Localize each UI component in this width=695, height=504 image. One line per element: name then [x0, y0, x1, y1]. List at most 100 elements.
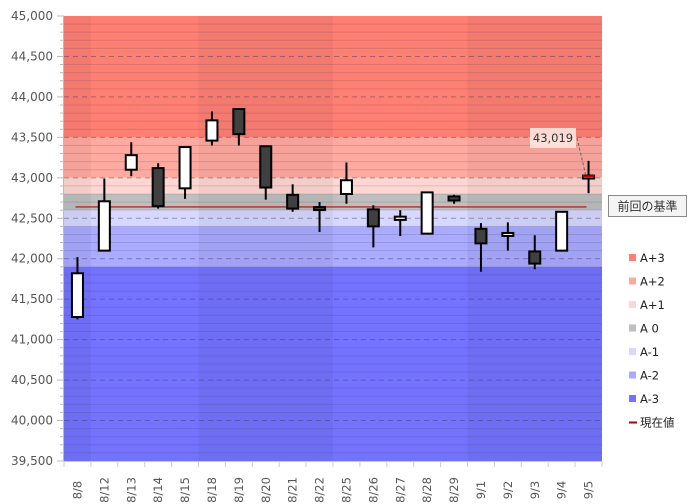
candle-body — [124, 154, 138, 171]
legend-label: 現在値 — [640, 416, 675, 430]
x-tick-label: 8/18 — [205, 477, 219, 503]
x-tick-label: 8/15 — [178, 477, 192, 503]
legend-label: A-1 — [640, 345, 659, 359]
legend-swatch — [629, 395, 636, 402]
legend-item: A 0 — [629, 322, 659, 336]
candle-body — [178, 146, 192, 190]
legend-swatch — [629, 277, 636, 285]
legend-item: 現在値 — [629, 416, 675, 430]
reference-label-frame — [608, 195, 687, 217]
candle — [70, 257, 84, 320]
legend-item: A+1 — [629, 298, 665, 312]
candle-body — [393, 215, 407, 221]
y-tick-label: 44,000 — [11, 90, 53, 104]
x-tick-label: 8/22 — [313, 477, 327, 503]
candle — [151, 163, 165, 209]
legend-swatch — [629, 301, 636, 308]
candle-body — [447, 195, 461, 202]
x-tick-label: 8/13 — [124, 477, 138, 503]
candle-body — [232, 108, 246, 136]
reference-label-box: 前回の基準 — [608, 195, 687, 217]
y-tick-label: 39,500 — [11, 454, 53, 468]
legend-item: A+2 — [629, 275, 665, 289]
legend-item: A-1 — [629, 345, 659, 359]
candle — [313, 202, 327, 233]
candle — [286, 184, 300, 212]
candle — [366, 205, 380, 248]
candle-body — [501, 231, 515, 237]
band-aminus1 — [64, 210, 602, 227]
candle — [420, 191, 434, 235]
candle — [528, 235, 542, 270]
legend-swatch — [629, 371, 636, 379]
y-tick-label: 41,000 — [11, 333, 53, 347]
candle-body — [97, 200, 111, 252]
x-tick-label: 8/8 — [70, 481, 84, 500]
legend-item: A-3 — [629, 392, 659, 406]
candle — [555, 210, 569, 252]
candle — [393, 210, 407, 237]
callout-leader-line — [576, 137, 587, 175]
candle — [339, 162, 353, 204]
x-tick-label: 8/27 — [393, 477, 407, 503]
candle-body — [151, 167, 165, 208]
legend-label: A-2 — [640, 369, 659, 383]
x-tick-label: 8/12 — [97, 477, 111, 503]
candle-body — [339, 179, 353, 195]
candle — [474, 223, 488, 272]
x-tick-label: 9/3 — [528, 481, 542, 500]
x-tick-label: 8/29 — [447, 477, 461, 503]
y-tick-label: 45,000 — [11, 9, 53, 23]
callout-box — [530, 128, 576, 148]
legend: A+3 A+2 A+1 A 0 A-1 A-2 A-3 現在値 — [629, 251, 675, 430]
y-tick-label: 44,500 — [11, 49, 53, 63]
y-tick-label: 42,000 — [11, 252, 53, 266]
candle-body — [555, 210, 569, 252]
last-value-callout: 43,019 — [530, 128, 587, 175]
x-tick-label: 8/21 — [286, 477, 300, 503]
legend-label: A 0 — [640, 322, 659, 336]
band-aminus3 — [64, 266, 602, 461]
candle — [582, 160, 596, 194]
candles-layer — [70, 108, 596, 320]
candle-body — [474, 227, 488, 245]
x-tick-label: 9/2 — [501, 481, 515, 500]
y-tick-label: 40,500 — [11, 373, 53, 387]
y-tick-label: 41,500 — [11, 292, 53, 306]
y-tick-label: 42,500 — [11, 211, 53, 225]
week-shade — [64, 16, 91, 461]
x-tick-label: 9/1 — [474, 481, 488, 500]
candle — [205, 111, 219, 146]
candle-body — [286, 193, 300, 210]
x-tick-label: 9/4 — [555, 481, 569, 500]
y-tick-label: 43,000 — [11, 171, 53, 185]
candle — [259, 145, 273, 200]
y-tick-label: 43,500 — [11, 130, 53, 144]
x-tick-label: 8/25 — [339, 477, 353, 503]
band-layer — [64, 16, 602, 461]
candle — [232, 108, 246, 146]
band-aplus3 — [64, 16, 602, 138]
legend-swatch — [629, 348, 636, 355]
last-value-label: 43,019 — [533, 131, 573, 145]
band-a0 — [64, 194, 602, 211]
band-aplus1 — [64, 177, 602, 194]
candle — [124, 142, 138, 177]
legend-item: A-2 — [629, 369, 659, 383]
legend-label: A-3 — [640, 392, 659, 406]
candle-body — [205, 119, 219, 142]
y-tick-label: 40,000 — [11, 414, 53, 428]
grid-layer — [64, 23, 602, 454]
x-tick-label: 8/28 — [420, 477, 434, 503]
reference-label: 前回の基準 — [617, 199, 677, 214]
legend-item: A+3 — [629, 251, 665, 265]
x-tick-label: 8/14 — [151, 477, 165, 503]
candle-body — [313, 206, 327, 212]
legend-swatch — [629, 254, 636, 261]
candle-body — [420, 191, 434, 235]
legend-label: A+2 — [640, 275, 665, 289]
x-tick-label: 9/5 — [582, 481, 596, 500]
x-tick-label: 8/26 — [366, 477, 380, 503]
candle-body — [70, 272, 84, 318]
